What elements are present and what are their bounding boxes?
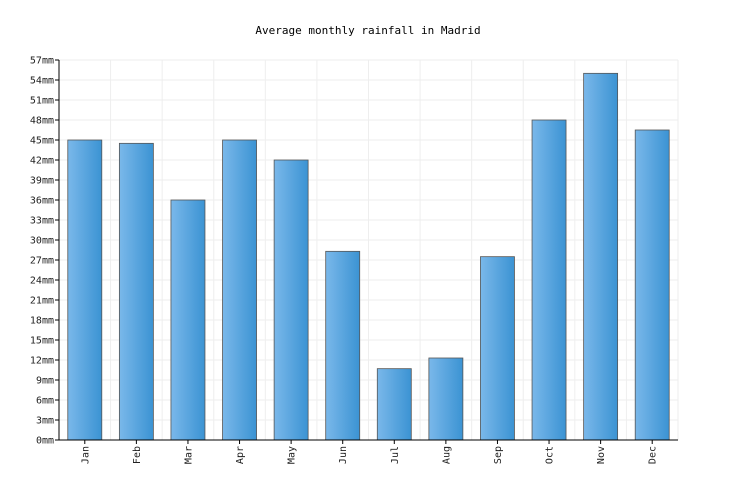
x-tick-label-may: May: [287, 446, 298, 464]
x-tick-label-sep: Sep: [493, 446, 504, 464]
y-tick-label: 30mm: [30, 236, 54, 247]
y-tick-label: 33mm: [30, 216, 54, 227]
bar-aug: [428, 357, 464, 441]
y-tick-label: 6mm: [36, 396, 54, 407]
x-tick-label-jul: Jul: [390, 446, 401, 464]
y-tick-label: 18mm: [30, 316, 54, 327]
y-tick-label: 45mm: [30, 136, 54, 147]
bars-layer: [67, 72, 670, 441]
x-tick-label-apr: Apr: [235, 446, 246, 464]
y-tick-label: 15mm: [30, 336, 54, 347]
y-tick-label: 0mm: [36, 436, 54, 447]
x-tick-label-aug: Aug: [441, 446, 452, 464]
x-tick-label-oct: Oct: [545, 446, 556, 464]
bar-feb: [118, 142, 154, 441]
y-tick-label: 51mm: [30, 96, 54, 107]
bar-jun: [325, 250, 361, 441]
y-tick-label: 24mm: [30, 276, 54, 287]
bar-jan: [67, 139, 103, 441]
y-tick-label: 9mm: [36, 376, 54, 387]
chart-title: Average monthly rainfall in Madrid: [255, 24, 480, 37]
y-tick-label: 3mm: [36, 416, 54, 427]
y-tick-label: 27mm: [30, 256, 54, 267]
bar-apr: [222, 139, 257, 441]
axes-layer: [58, 60, 678, 441]
y-tick-label: 57mm: [30, 56, 54, 67]
y-tick-label: 42mm: [30, 156, 54, 167]
bar-mar: [170, 199, 206, 441]
bar-sep: [480, 256, 515, 441]
bar-may: [273, 159, 309, 441]
y-tick-label: 48mm: [30, 116, 54, 127]
bar-dec: [634, 129, 670, 441]
y-tick-label: 39mm: [30, 176, 54, 187]
y-tick-label: 21mm: [30, 296, 54, 307]
x-tick-label-jan: Jan: [80, 446, 91, 464]
y-tick-labels: 0mm 3mm 6mm 9mm 12mm 15mm 18mm 21mm 24mm 27mm 30mm…: [30, 56, 59, 447]
x-tick-label-dec: Dec: [648, 446, 659, 464]
grid-layer: [58, 59, 679, 441]
x-tick-labels: Jan Feb Mar Apr May Jun Jul Aug Sep Oct Nov Dec: [80, 440, 659, 464]
bar-jul: [376, 368, 412, 441]
bar-nov: [583, 72, 619, 441]
y-tick-label: 36mm: [30, 196, 54, 207]
x-tick-label-mar: Mar: [183, 446, 194, 464]
y-tick-label: 54mm: [30, 76, 54, 87]
x-tick-label-nov: Nov: [596, 446, 607, 464]
x-tick-label-jun: Jun: [338, 446, 349, 464]
y-tick-label: 12mm: [30, 356, 54, 367]
x-tick-label-feb: Feb: [132, 446, 143, 464]
bar-oct: [531, 119, 567, 441]
